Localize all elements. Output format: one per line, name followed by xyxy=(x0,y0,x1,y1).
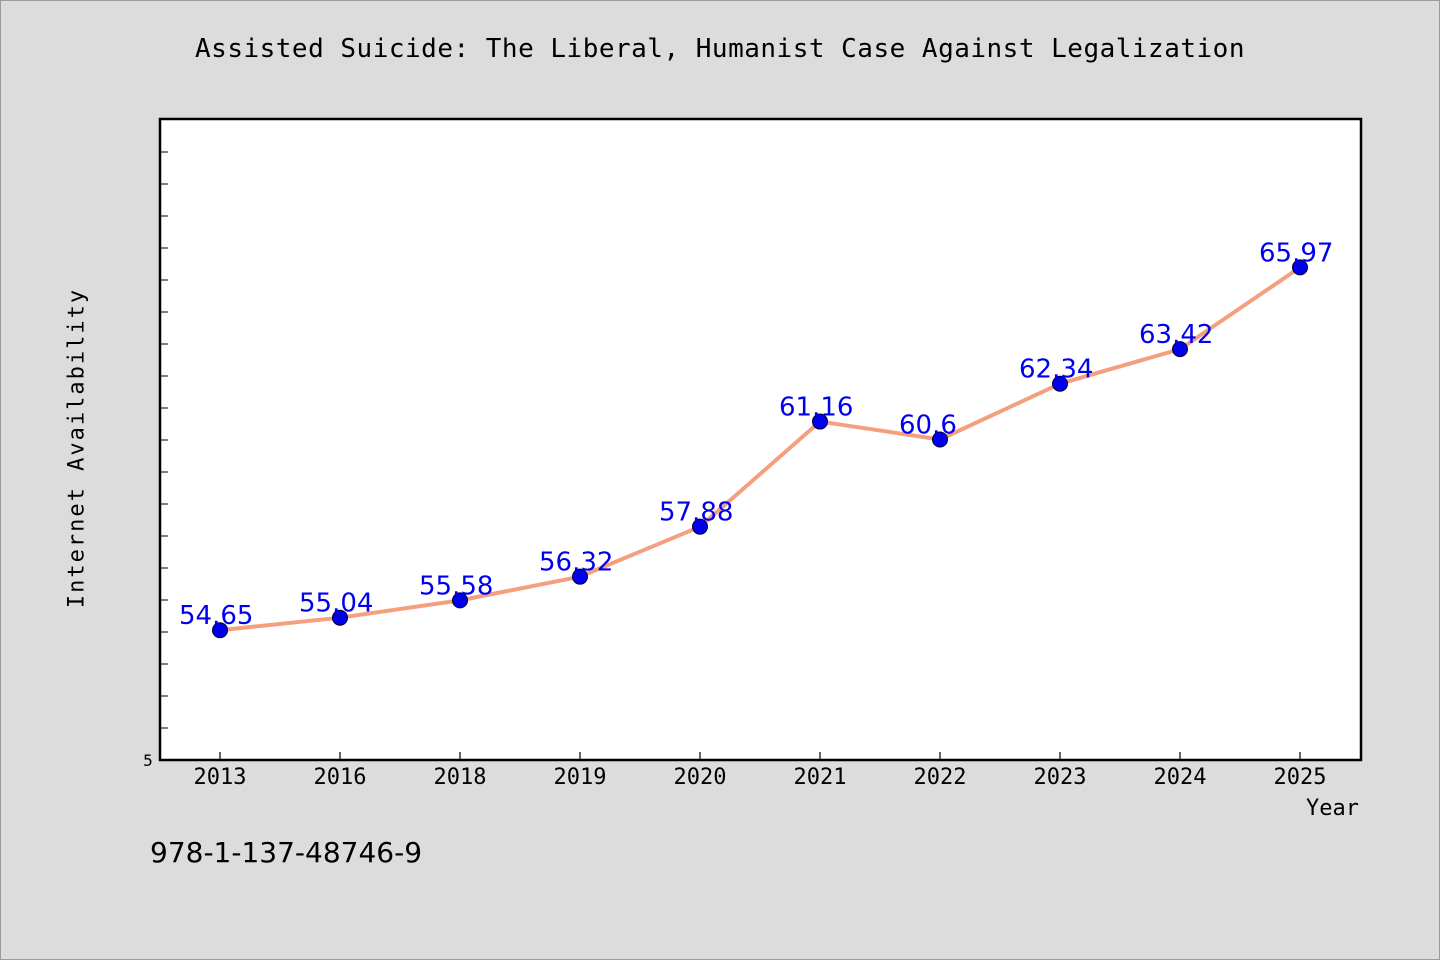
data-label: 57.88 xyxy=(659,498,733,528)
data-label: 60.6 xyxy=(899,411,957,441)
data-point xyxy=(1292,259,1308,276)
data-point xyxy=(452,592,468,609)
data-point xyxy=(1172,341,1188,358)
data-label: 65.97 xyxy=(1259,238,1333,268)
chart-title: Assisted Suicide: The Liberal, Humanist … xyxy=(195,34,1245,64)
x-tick-label: 2021 xyxy=(794,765,847,790)
data-point xyxy=(332,609,348,626)
y-tick-label: 5 xyxy=(143,751,153,770)
data-point xyxy=(692,518,708,535)
x-tick-label: 2024 xyxy=(1154,765,1207,790)
data-point xyxy=(812,413,828,430)
x-tick-label: 2016 xyxy=(314,765,367,790)
x-tick-label: 2019 xyxy=(554,765,607,790)
data-point xyxy=(932,431,948,448)
data-label: 61.16 xyxy=(779,393,853,423)
y-axis-ticks: 5 xyxy=(143,151,168,770)
x-axis-ticks: 2013 2016 2018 2019 2020 2021 2022 2023 2024 2025 xyxy=(194,752,1327,790)
x-tick-label: 2025 xyxy=(1274,765,1327,790)
data-point xyxy=(572,568,588,585)
data-point xyxy=(212,622,228,639)
data-label: 54.65 xyxy=(179,601,253,631)
data-labels: 54.65 55.04 55.58 56.32 57.88 61.16 60.6 62.34 6… xyxy=(179,238,1333,631)
data-label: 62.34 xyxy=(1019,355,1093,385)
x-tick-label: 2020 xyxy=(674,765,727,790)
x-tick-label: 2022 xyxy=(914,765,967,790)
plot-area xyxy=(158,117,1363,762)
y-axis-label: Internet Availability xyxy=(64,287,90,609)
x-tick-label: 2023 xyxy=(1034,765,1087,790)
data-label: 55.04 xyxy=(299,589,373,619)
data-points xyxy=(212,259,1308,639)
x-tick-label: 2013 xyxy=(194,765,247,790)
x-tick-label: 2018 xyxy=(434,765,487,790)
x-axis-label: Year xyxy=(1306,796,1359,821)
data-label: 63.42 xyxy=(1139,320,1213,350)
series-line xyxy=(218,265,1302,633)
data-label: 55.58 xyxy=(419,571,493,601)
isbn-text: 978-1-137-48746-9 xyxy=(150,836,423,869)
data-label: 56.32 xyxy=(539,548,613,578)
data-point xyxy=(1052,375,1068,392)
